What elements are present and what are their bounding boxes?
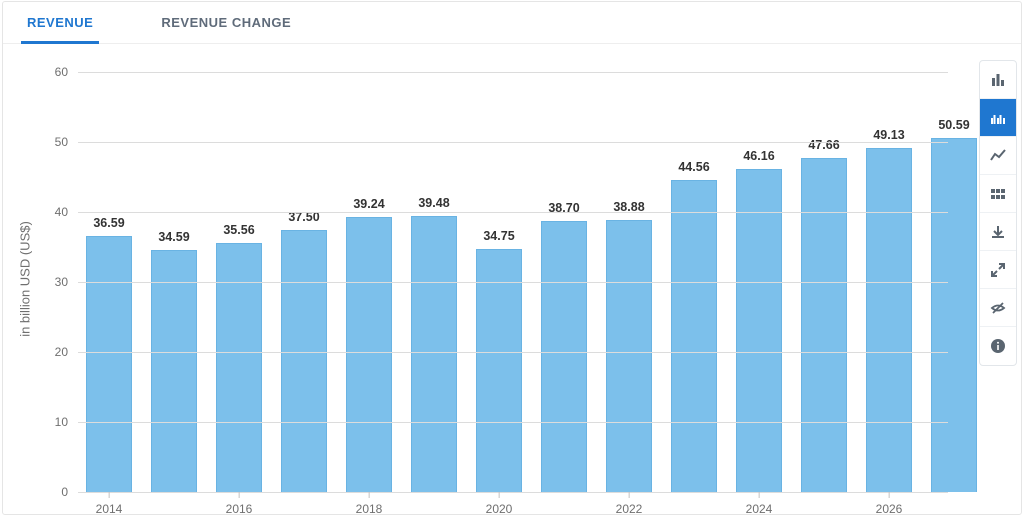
bar-rect: [671, 180, 717, 492]
grid-line: [78, 352, 948, 353]
grid-line: [78, 492, 948, 493]
line-chart-icon[interactable]: [980, 137, 1016, 175]
y-tick-label: 50: [55, 135, 78, 149]
bar-rect: [86, 236, 132, 492]
bar-value-label: 47.66: [808, 138, 839, 152]
y-tick-label: 20: [55, 345, 78, 359]
x-tick-label: 2024: [746, 492, 773, 516]
tab-revenue-change[interactable]: REVENUE CHANGE: [155, 2, 297, 43]
bar-rect: [281, 230, 327, 493]
y-tick-label: 30: [55, 275, 78, 289]
bar-value-label: 46.16: [743, 149, 774, 163]
plot-area: 36.5934.5935.5637.5039.2439.4834.7538.70…: [78, 72, 948, 492]
bar-rect: [216, 243, 262, 492]
download-icon[interactable]: [980, 213, 1016, 251]
bar-rect: [736, 169, 782, 492]
bar-rect: [411, 216, 457, 492]
tab-revenue[interactable]: REVENUE: [21, 2, 99, 43]
grid-line: [78, 212, 948, 213]
grid-line: [78, 422, 948, 423]
info-icon[interactable]: [980, 327, 1016, 365]
y-tick-label: 60: [55, 65, 78, 79]
x-tick-label: 2018: [356, 492, 383, 516]
bar-chart-icon[interactable]: [980, 61, 1016, 99]
bar-value-label: 34.75: [483, 229, 514, 243]
bar-value-label: 36.59: [93, 216, 124, 230]
y-tick-label: 10: [55, 415, 78, 429]
grouped-bar-icon[interactable]: [980, 99, 1016, 137]
hide-icon[interactable]: [980, 289, 1016, 327]
bar-rect: [541, 221, 587, 492]
tab-bar: REVENUE REVENUE CHANGE: [3, 2, 1021, 44]
bar-rect: [476, 249, 522, 492]
bar-value-label: 39.48: [418, 196, 449, 210]
y-tick-label: 0: [61, 485, 78, 499]
x-tick-label: 2016: [226, 492, 253, 516]
bar-value-label: 49.13: [873, 128, 904, 142]
x-tick-label: 2014: [96, 492, 123, 516]
grid-line: [78, 282, 948, 283]
fullscreen-icon[interactable]: [980, 251, 1016, 289]
bar-rect: [606, 220, 652, 492]
table-icon[interactable]: [980, 175, 1016, 213]
bar-value-label: 44.56: [678, 160, 709, 174]
bar-value-label: 35.56: [223, 223, 254, 237]
y-tick-label: 40: [55, 205, 78, 219]
bar-value-label: 38.70: [548, 201, 579, 215]
bar-rect: [866, 148, 912, 492]
bar-rect: [151, 250, 197, 492]
chart-region: in billion USD (US$) 36.5934.5935.5637.5…: [3, 44, 979, 514]
grid-line: [78, 72, 948, 73]
bar-value-label: 34.59: [158, 230, 189, 244]
bar-value-label: 39.24: [353, 197, 384, 211]
chart-toolbar: [979, 60, 1017, 366]
x-tick-label: 2022: [616, 492, 643, 516]
bar-rect: [346, 217, 392, 492]
grid-line: [78, 142, 948, 143]
bar-rect: [801, 158, 847, 492]
bar-value-label: 50.59: [938, 118, 969, 132]
x-tick-label: 2026: [876, 492, 903, 516]
bar-rect: [931, 138, 977, 492]
y-axis-label: in billion USD (US$): [18, 221, 33, 337]
chart-card: REVENUE REVENUE CHANGE in billion USD (U…: [2, 1, 1022, 515]
x-tick-label: 2020: [486, 492, 513, 516]
